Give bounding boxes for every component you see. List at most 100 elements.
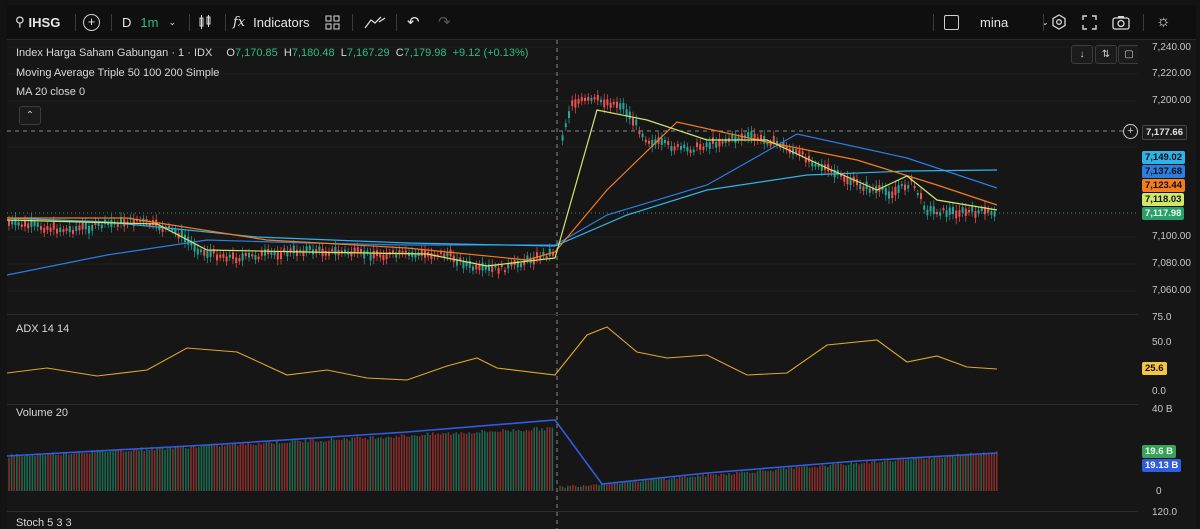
candle-body — [603, 99, 606, 108]
function-icon: fx — [233, 14, 246, 30]
candle-body — [574, 99, 577, 108]
candle-body — [689, 149, 692, 153]
candle-body — [929, 206, 932, 212]
divider — [1043, 14, 1044, 31]
candle-body — [379, 253, 382, 258]
collapse-pane-button[interactable]: ⇅ — [1095, 45, 1117, 64]
scroll-down-button[interactable]: ↓ — [1071, 45, 1093, 64]
plot-area[interactable]: Index Harga Saham Gabungan · 1 · IDX O7,… — [7, 40, 1140, 529]
candle-body — [891, 191, 894, 199]
adx-title[interactable]: ADX 14 14 — [16, 323, 70, 335]
settings-button[interactable] — [1051, 5, 1067, 39]
candle-body — [148, 223, 151, 226]
redo-button[interactable]: ↷ — [438, 5, 451, 39]
add-crosshair-button[interactable]: + — [1123, 124, 1138, 139]
candle-body — [776, 140, 778, 145]
candle-body — [484, 266, 487, 270]
interval-selector[interactable]: D 1m ⌄ — [122, 5, 176, 39]
candle-body — [648, 140, 650, 144]
chart-area[interactable]: Index Harga Saham Gabungan · 1 · IDX O7,… — [7, 40, 1196, 529]
candle-body — [680, 146, 682, 150]
candle-body — [43, 227, 46, 233]
theme-button[interactable]: ☼ — [1156, 5, 1171, 39]
candle-body — [564, 123, 567, 128]
candle-body — [344, 249, 346, 253]
chevron-down-icon: ⌄ — [1041, 16, 1049, 27]
candle-body — [542, 251, 545, 256]
symbol-search[interactable]: ⚲ IHSG — [15, 5, 60, 39]
candle-body — [849, 178, 852, 186]
pane-divider — [7, 314, 1138, 315]
symbol-label: IHSG — [28, 14, 61, 30]
candle-body — [606, 99, 609, 105]
candle-body — [888, 191, 890, 199]
price-axis[interactable]: 7,240.00 7,220.00 7,200.00 7,100.00 7,08… — [1138, 40, 1196, 529]
low-label: L — [340, 47, 347, 59]
chart-type-button[interactable] — [197, 5, 213, 39]
volume-tick: 0 — [1156, 486, 1162, 497]
candle-body — [980, 208, 983, 211]
candle-body — [168, 225, 170, 229]
candle-body — [443, 253, 446, 258]
candle-body — [798, 149, 801, 156]
adx-line — [7, 326, 998, 381]
volume-title[interactable]: Volume 20 — [16, 407, 68, 419]
candle-body — [747, 131, 750, 139]
candle-body — [740, 133, 743, 141]
candle-body — [488, 264, 490, 271]
fullscreen-toggle[interactable] — [944, 5, 959, 39]
candle-body — [88, 225, 90, 234]
candle-body — [718, 138, 721, 147]
candle-body — [897, 185, 900, 193]
chart-canvas[interactable] — [7, 40, 1138, 529]
candle-body — [398, 250, 401, 255]
candle-body — [772, 135, 775, 143]
ma20-price-tag: 7,149.02 — [1142, 151, 1185, 164]
pane-divider — [7, 404, 1138, 405]
candle-body — [120, 217, 122, 224]
candle-body — [440, 251, 442, 254]
candle-body — [222, 253, 225, 258]
candle-body — [465, 261, 468, 267]
candle-body — [859, 183, 862, 189]
price-tick: 7,220.00 — [1152, 68, 1191, 79]
candle-body — [363, 250, 366, 259]
candle-body — [539, 255, 542, 261]
search-icon: ⚲ — [15, 14, 25, 29]
candle-body — [174, 229, 177, 234]
candle-body — [715, 141, 718, 148]
candle-body — [916, 192, 919, 196]
candle-body — [203, 249, 206, 256]
user-menu[interactable]: mina ⌄ — [980, 5, 1049, 39]
stoch-tick: 120.0 — [1152, 507, 1178, 518]
candle-body — [491, 264, 494, 272]
price-tick: 7,240.00 — [1152, 42, 1191, 53]
candle-body — [478, 264, 481, 270]
screenshot-button[interactable] — [1112, 5, 1130, 39]
candle-body — [404, 250, 407, 255]
candle-body — [190, 240, 193, 246]
candle-body — [561, 135, 564, 141]
maximize-pane-button[interactable]: ▢ — [1118, 45, 1140, 64]
ma-triple-legend[interactable]: Moving Average Triple 50 100 200 Simple — [16, 67, 220, 79]
candle-body — [600, 99, 602, 103]
candle-body — [884, 188, 887, 196]
layouts-button[interactable] — [325, 5, 340, 39]
stoch-title[interactable]: Stoch 5 3 3 — [16, 517, 72, 529]
candle-body — [139, 219, 142, 223]
divider — [396, 14, 397, 31]
candle-body — [510, 262, 513, 266]
ma100-price-tag: 7,123.44 — [1142, 179, 1185, 192]
candle-body — [590, 98, 593, 101]
candle-body — [552, 252, 554, 256]
ma20-legend[interactable]: MA 20 close 0 — [16, 86, 86, 98]
drawing-tool-button[interactable] — [363, 5, 387, 39]
collapse-legend-button[interactable]: ⌃ — [19, 106, 41, 125]
expand-icon — [1082, 14, 1097, 30]
compare-button[interactable]: + — [83, 5, 100, 39]
candle-body — [920, 193, 922, 200]
candle-body — [17, 221, 20, 226]
undo-button[interactable]: ↶ — [407, 5, 420, 39]
expand-button[interactable] — [1082, 5, 1097, 39]
indicators-button[interactable]: fx Indicators — [233, 5, 310, 39]
